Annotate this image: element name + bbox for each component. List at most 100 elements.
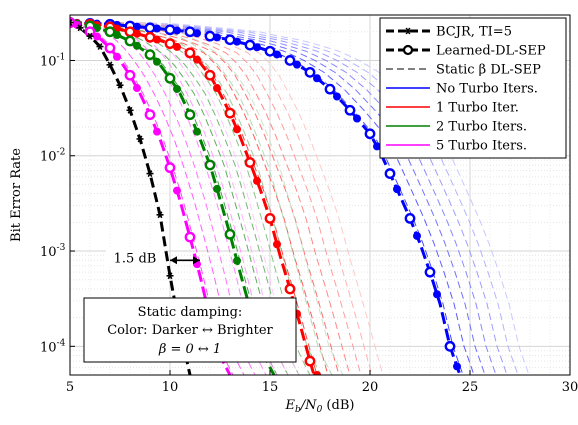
y-axis-label: Bit Error Rate [9, 148, 24, 242]
static-beta-curve [105, 22, 351, 375]
static-marker [153, 127, 161, 136]
learned-marker [424, 266, 436, 278]
gap-arrow-head-right [193, 256, 200, 265]
bcjr-marker-stroke [97, 43, 103, 50]
legend-entry: BCJR, TI=5 [386, 25, 512, 40]
annotations: 1.5 dB Static damping: Color: Darker ↔ Bri… [83, 248, 297, 363]
bcjr-marker-stroke [70, 19, 73, 26]
static-beta-curve [105, 22, 497, 375]
y-tick-label: 10-2 [40, 148, 65, 165]
bcjr-marker-stroke [87, 32, 93, 40]
static-marker [233, 125, 241, 134]
learned-marker [144, 49, 156, 61]
learned-marker [184, 26, 196, 38]
static-marker [453, 362, 461, 371]
static-beta-curve [127, 22, 289, 375]
bcjr-marker [156, 211, 164, 219]
static-damping-box [83, 297, 297, 363]
bcjr-marker [76, 24, 84, 32]
axes: 5 10 15 20 25 30 10-1 10-2 10-3 10-4 Eb/N0 (dB) Bit… [9, 52, 578, 415]
learned-marker [204, 69, 216, 81]
bcjr-marker-stroke [117, 81, 123, 89]
static-marker [93, 32, 101, 41]
x-axis-label: Eb/N0 (dB) [285, 398, 355, 415]
learned-marker [164, 38, 176, 50]
bcjr-marker [86, 32, 94, 40]
learned-marker [244, 39, 256, 51]
legend-label: Static β DL-SEP [436, 63, 541, 78]
static-marker [133, 22, 141, 31]
learned-marker [224, 107, 236, 119]
bcjr-marker-stroke [70, 19, 73, 26]
bcjr-marker-stroke [147, 170, 153, 178]
learned-marker [184, 109, 196, 121]
learned-marker [104, 26, 116, 38]
learned-marker [284, 283, 296, 295]
plot-frame [69, 14, 571, 376]
x-tick-label: 25 [462, 380, 479, 395]
static-beta-curve [138, 22, 530, 375]
learned-marker [224, 228, 236, 240]
learned-marker [164, 24, 176, 36]
static-beta-curve [127, 22, 373, 375]
marker-layer [70, 17, 461, 375]
bcjr-marker-stroke [157, 211, 163, 219]
bcjr-marker [146, 170, 154, 178]
bcjr-marker [166, 272, 174, 280]
legend-entry: 2 Turbo Iters. [386, 120, 527, 135]
static-beta-curve [94, 22, 340, 375]
learned-marker [224, 34, 236, 46]
static-beta-curve [138, 22, 384, 375]
learned-marker [164, 162, 176, 174]
bcjr-marker-stroke [137, 135, 143, 143]
y-tick-label: 10-3 [40, 243, 66, 260]
learned-marker [144, 31, 156, 43]
learned-marker [164, 72, 176, 84]
bcjr-marker [106, 61, 114, 69]
bcjr-marker-stroke [107, 61, 113, 69]
legend-marker [402, 44, 414, 56]
static-beta-curve [116, 22, 278, 375]
static-marker [393, 185, 401, 194]
learned-marker [124, 26, 136, 38]
static-marker [193, 55, 201, 64]
static-marker [193, 29, 201, 38]
static-beta-curve [116, 22, 508, 375]
gap-label-bg [106, 248, 164, 267]
static-marker [213, 84, 221, 93]
static-beta-curve [83, 22, 245, 375]
learned-marker [264, 213, 276, 224]
static-beta-curve [138, 22, 300, 375]
legend-label: BCJR, TI=5 [436, 25, 512, 40]
series-line [70, 21, 316, 375]
bcjr-marker-stroke [127, 106, 133, 114]
static-marker [153, 57, 161, 66]
x-tick-label: 15 [262, 380, 279, 395]
legend: BCJR, TI=5 Learned-DL-SEP Static β DL-SEP N… [379, 17, 567, 159]
static-marker [173, 42, 181, 51]
bcjr-marker [116, 81, 124, 89]
learned-marker [304, 355, 316, 367]
static-marker [233, 256, 241, 265]
static-marker [113, 52, 121, 61]
learned-marker [404, 213, 416, 224]
static-marker [233, 37, 241, 46]
bcjr-marker [126, 106, 134, 114]
learned-marker [184, 47, 196, 59]
static-beta-curve [94, 22, 256, 375]
legend-entry: 1 Turbo Iter. [386, 101, 519, 116]
static-beta-curve [72, 22, 318, 375]
x-tick-label: 10 [162, 380, 179, 395]
static-marker [213, 33, 221, 42]
learned-marker [384, 168, 396, 179]
bcjr-marker [70, 19, 74, 26]
learned-marker [244, 157, 256, 168]
legend-label: 2 Turbo Iters. [436, 120, 527, 135]
learned-marker [124, 35, 136, 47]
legend-label: 5 Turbo Iters. [436, 139, 527, 154]
static-marker [253, 176, 261, 185]
static-marker [333, 92, 341, 101]
static-marker [193, 127, 201, 136]
